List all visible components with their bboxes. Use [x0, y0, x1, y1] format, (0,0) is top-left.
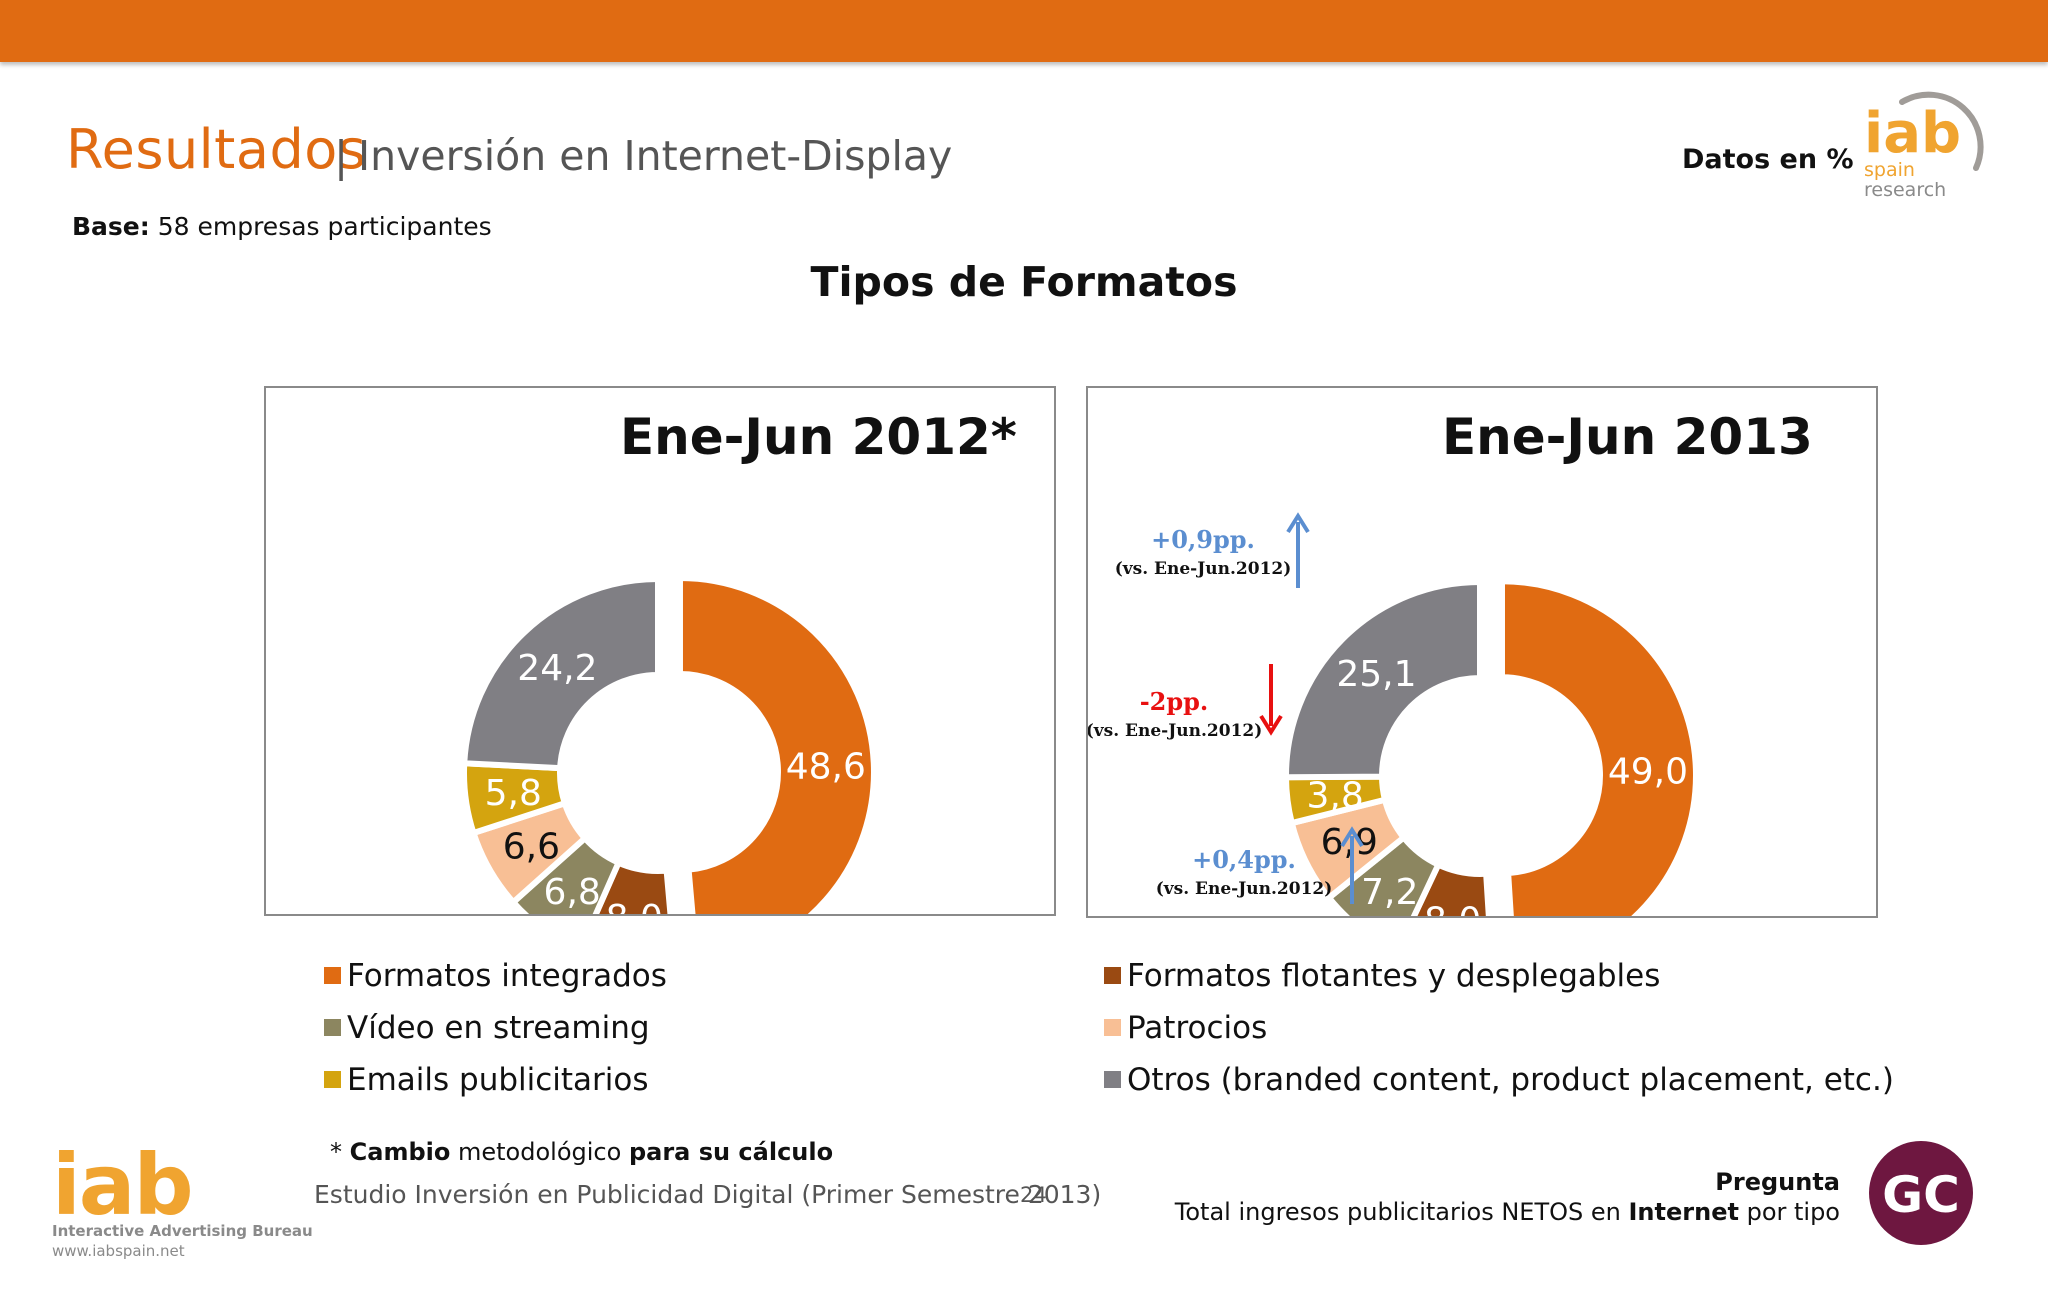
page-title: Resultados [66, 118, 367, 181]
iab-spain-research-logo: iab spain research [1864, 91, 1984, 201]
annotation-change: -2pp. [1140, 687, 1209, 716]
legend-item-integrados: Formatos integrados [324, 958, 667, 994]
slice-value-label: 6,8 [544, 872, 601, 913]
annotation-reference: (vs. Ene-Jun.2012) [1088, 721, 1262, 741]
donut-chart-2013: 49,0 8,0 7,2 6,9 3,8 25,1 +0,9pp. (vs. Ene-Jun.… [1088, 512, 1699, 918]
footnote-star: * [330, 1138, 342, 1166]
base-note: Base: 58 empresas participantes [72, 212, 492, 241]
legend-label: Emails publicitarios [347, 1062, 649, 1098]
top-banner [0, 0, 2048, 62]
donut-chart-2012: 48,6 8,0 6,86,6 5,8 24,2 [461, 575, 877, 916]
annotation-reference: (vs. Ene-Jun.2012) [1115, 559, 1292, 579]
donut-slice [1283, 578, 1483, 781]
chart-panel-2012: Ene-Jun 2012* 48,6 8,0 6,86,6 5,8 24,2 [264, 386, 1056, 916]
legend-swatch [324, 1019, 341, 1036]
arrow-head-icon [1340, 826, 1364, 848]
legend-label: Formatos integrados [347, 958, 667, 994]
legend-label: Patrocios [1127, 1010, 1268, 1046]
donut-slice [1498, 578, 1699, 916]
donut-slice [676, 575, 877, 914]
legend-swatch [324, 967, 341, 984]
legend-swatch [324, 1071, 341, 1088]
question-text: Total ingresos publicitarios NETOS en In… [1100, 1198, 1840, 1226]
study-name: Estudio Inversión en Publicidad Digital … [314, 1180, 1102, 1209]
base-label: Base: [72, 212, 150, 241]
slice-value-label: 3,8 [1307, 775, 1364, 816]
legend-item-otros: Otros (branded content, product placemen… [1104, 1062, 1894, 1098]
legend-label: Vídeo en streaming [347, 1010, 650, 1046]
chart-title-2013: Ene-Jun 2013 [1442, 408, 1813, 466]
logo-spain-text: spain [1864, 159, 1915, 181]
legend-item-video: Vídeo en streaming [324, 1010, 650, 1046]
chart-title-2012: Ene-Jun 2012* [620, 408, 1017, 466]
footnote-bold-2: para su cálculo [628, 1138, 834, 1166]
question-bold: Internet [1628, 1198, 1739, 1226]
arrow-head-icon [1286, 512, 1310, 534]
slice-value-label: 5,8 [485, 773, 542, 814]
legend-swatch [1104, 1071, 1121, 1088]
legend-label: Formatos flotantes y desplegables [1127, 958, 1661, 994]
logo-iab-text: iab [1864, 101, 1961, 166]
legend-swatch [1104, 1019, 1121, 1036]
iab-logo-url: www.iabspain.net [52, 1242, 185, 1260]
base-text: 58 empresas participantes [157, 212, 492, 241]
slice-value-label: 6,9 [1321, 822, 1378, 863]
donut-slice [461, 575, 661, 772]
iab-logo-bottom: iab [52, 1136, 194, 1234]
slice-value-label: 8,0 [606, 898, 663, 916]
legend-label: Otros (branded content, product placemen… [1127, 1062, 1894, 1098]
slice-value-label: 7,2 [1361, 872, 1418, 913]
question-label: Pregunta [1715, 1168, 1840, 1196]
legend-item-flotantes: Formatos flotantes y desplegables [1104, 958, 1660, 994]
slice-value-label: 49,0 [1608, 752, 1688, 793]
methodology-footnote: * Cambio metodológico para su cálculo [330, 1138, 833, 1166]
footnote-mid: metodológico [458, 1138, 622, 1166]
gc-logo: GC [1869, 1141, 1973, 1245]
chart-panel-2013: Ene-Jun 2013 49,0 8,0 7,2 6,9 3,8 25,1 +0,9pp.… [1086, 386, 1878, 918]
legend-swatch [1104, 967, 1121, 984]
data-unit-label: Datos en % [1682, 144, 1854, 175]
title-separator: | [334, 132, 349, 181]
slice-value-label: 6,6 [503, 827, 560, 868]
legend-item-emails: Emails publicitarios [324, 1062, 649, 1098]
question-pre: Total ingresos publicitarios NETOS en [1174, 1198, 1621, 1226]
slice-value-label: 24,2 [517, 648, 597, 689]
slice-value-label: 48,6 [786, 747, 866, 788]
legend-item-patrocinios: Patrocios [1104, 1010, 1267, 1046]
logo-research-text: research [1864, 179, 1946, 201]
page-number: 24 [1020, 1183, 1047, 1207]
arrow-head-icon [1259, 714, 1283, 736]
annotation-change: +0,9pp. [1151, 525, 1255, 554]
annotation-change: +0,4pp. [1192, 845, 1296, 874]
annotation-reference: (vs. Ene-Jun.2012) [1156, 879, 1333, 899]
slice-value-label: 25,1 [1336, 654, 1416, 695]
gc-logo-text: GC [1882, 1166, 1960, 1224]
section-title: Tipos de Formatos [810, 258, 1238, 306]
slice-value-label: 8,0 [1424, 900, 1481, 918]
page-subtitle: Inversión en Internet-Display [358, 132, 953, 180]
footnote-bold-1: Cambio [349, 1138, 451, 1166]
question-post: por tipo [1746, 1198, 1840, 1226]
iab-logo-subtitle: Interactive Advertising Bureau [52, 1222, 313, 1240]
